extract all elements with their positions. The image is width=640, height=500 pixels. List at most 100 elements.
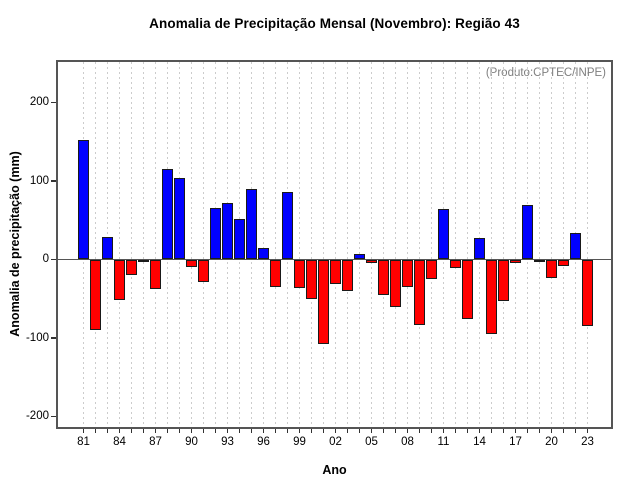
x-axis-tick xyxy=(154,429,157,433)
year-gridline xyxy=(419,62,420,427)
bar-1981 xyxy=(78,140,89,260)
x-tick-label: 05 xyxy=(365,436,378,448)
year-gridline xyxy=(203,62,204,427)
x-axis-tick xyxy=(166,429,169,433)
year-gridline xyxy=(95,62,96,427)
year-gridline xyxy=(515,62,516,427)
bar-1995 xyxy=(246,188,257,260)
bar-1999 xyxy=(294,259,305,288)
bar-2021 xyxy=(558,259,569,266)
y-tick-label: 0 xyxy=(42,253,49,265)
bar-2013 xyxy=(462,259,473,320)
x-axis-tick xyxy=(502,429,505,433)
x-tick-label: 84 xyxy=(113,436,126,448)
year-gridline xyxy=(563,62,564,427)
x-axis-tick xyxy=(562,429,565,433)
bar-1983 xyxy=(102,236,113,260)
y-axis-tick xyxy=(51,337,56,339)
x-axis-tick xyxy=(214,429,217,433)
x-axis-tick xyxy=(262,429,265,433)
y-tick-label: -200 xyxy=(25,410,49,422)
bar-1991 xyxy=(198,259,209,283)
year-gridline xyxy=(191,62,192,427)
bar-2001 xyxy=(318,259,329,345)
bar-2017 xyxy=(510,259,521,263)
x-axis-tick xyxy=(370,429,373,433)
year-gridline xyxy=(143,62,144,427)
bar-1988 xyxy=(162,169,173,260)
x-axis-tick xyxy=(274,429,277,433)
x-axis-tick xyxy=(478,429,481,433)
bar-1986 xyxy=(138,259,149,262)
y-tick-label: 200 xyxy=(29,96,49,108)
bar-1993 xyxy=(222,202,233,260)
bar-1987 xyxy=(150,259,161,290)
x-axis-tick xyxy=(358,429,361,433)
x-axis-tick xyxy=(310,429,313,433)
year-gridline xyxy=(347,62,348,427)
y-tick-label: 100 xyxy=(29,174,49,187)
bar-1998 xyxy=(282,191,293,260)
year-gridline xyxy=(131,62,132,427)
x-tick-label: 90 xyxy=(185,436,198,448)
x-tick-label: 02 xyxy=(329,436,342,448)
y-axis-tick xyxy=(51,180,56,182)
bar-1994 xyxy=(234,219,245,260)
bar-2004 xyxy=(354,254,365,260)
year-gridline xyxy=(119,62,120,427)
x-axis-tick xyxy=(430,429,433,433)
bar-2008 xyxy=(402,259,413,287)
x-axis-tick xyxy=(346,429,349,433)
x-axis-tick xyxy=(574,429,577,433)
bar-1996 xyxy=(258,247,269,260)
y-axis-tick xyxy=(51,258,56,261)
bar-2014 xyxy=(474,238,485,260)
x-axis-tick xyxy=(82,429,85,433)
bar-2018 xyxy=(522,204,533,260)
x-axis-tick xyxy=(286,429,289,433)
bar-2009 xyxy=(414,259,425,326)
x-tick-label: 87 xyxy=(149,436,162,448)
x-axis-tick xyxy=(118,429,121,433)
year-gridline xyxy=(539,62,540,427)
y-axis-tick xyxy=(51,415,56,418)
x-tick-label: 99 xyxy=(293,436,306,448)
x-axis-label: Ano xyxy=(322,463,347,477)
x-axis-tick xyxy=(490,429,493,433)
x-axis-tick xyxy=(238,429,241,433)
bar-2011 xyxy=(438,209,449,260)
x-axis-tick xyxy=(454,429,457,433)
x-tick-label: 20 xyxy=(545,436,558,448)
bar-1985 xyxy=(126,259,137,276)
x-axis-tick xyxy=(586,429,589,433)
x-tick-label: 96 xyxy=(257,436,270,448)
year-gridline xyxy=(395,62,396,427)
bar-1992 xyxy=(210,208,221,260)
x-axis-tick xyxy=(514,429,517,433)
bar-2007 xyxy=(390,259,401,308)
y-axis-tick xyxy=(51,101,56,104)
year-gridline xyxy=(155,62,156,427)
x-axis-tick xyxy=(298,429,301,433)
bar-2019 xyxy=(534,259,545,262)
year-gridline xyxy=(359,62,360,427)
x-axis-tick xyxy=(382,429,385,433)
x-tick-label: 81 xyxy=(77,436,90,448)
bar-2010 xyxy=(426,259,437,280)
year-gridline xyxy=(407,62,408,427)
x-tick-label: 08 xyxy=(401,436,414,448)
x-axis-tick xyxy=(106,429,109,433)
bar-1989 xyxy=(174,177,185,260)
x-axis-tick xyxy=(94,429,97,433)
plot-area xyxy=(56,60,613,429)
bar-2016 xyxy=(498,259,509,302)
bar-1984 xyxy=(114,259,125,301)
year-gridline xyxy=(275,62,276,427)
chart-title: Anomalia de Precipitação Mensal (Novembr… xyxy=(149,16,520,31)
x-axis-tick xyxy=(550,429,553,433)
bar-2003 xyxy=(342,259,353,291)
bar-2005 xyxy=(366,259,377,264)
year-gridline xyxy=(491,62,492,427)
bar-2002 xyxy=(330,259,341,284)
year-gridline xyxy=(503,62,504,427)
